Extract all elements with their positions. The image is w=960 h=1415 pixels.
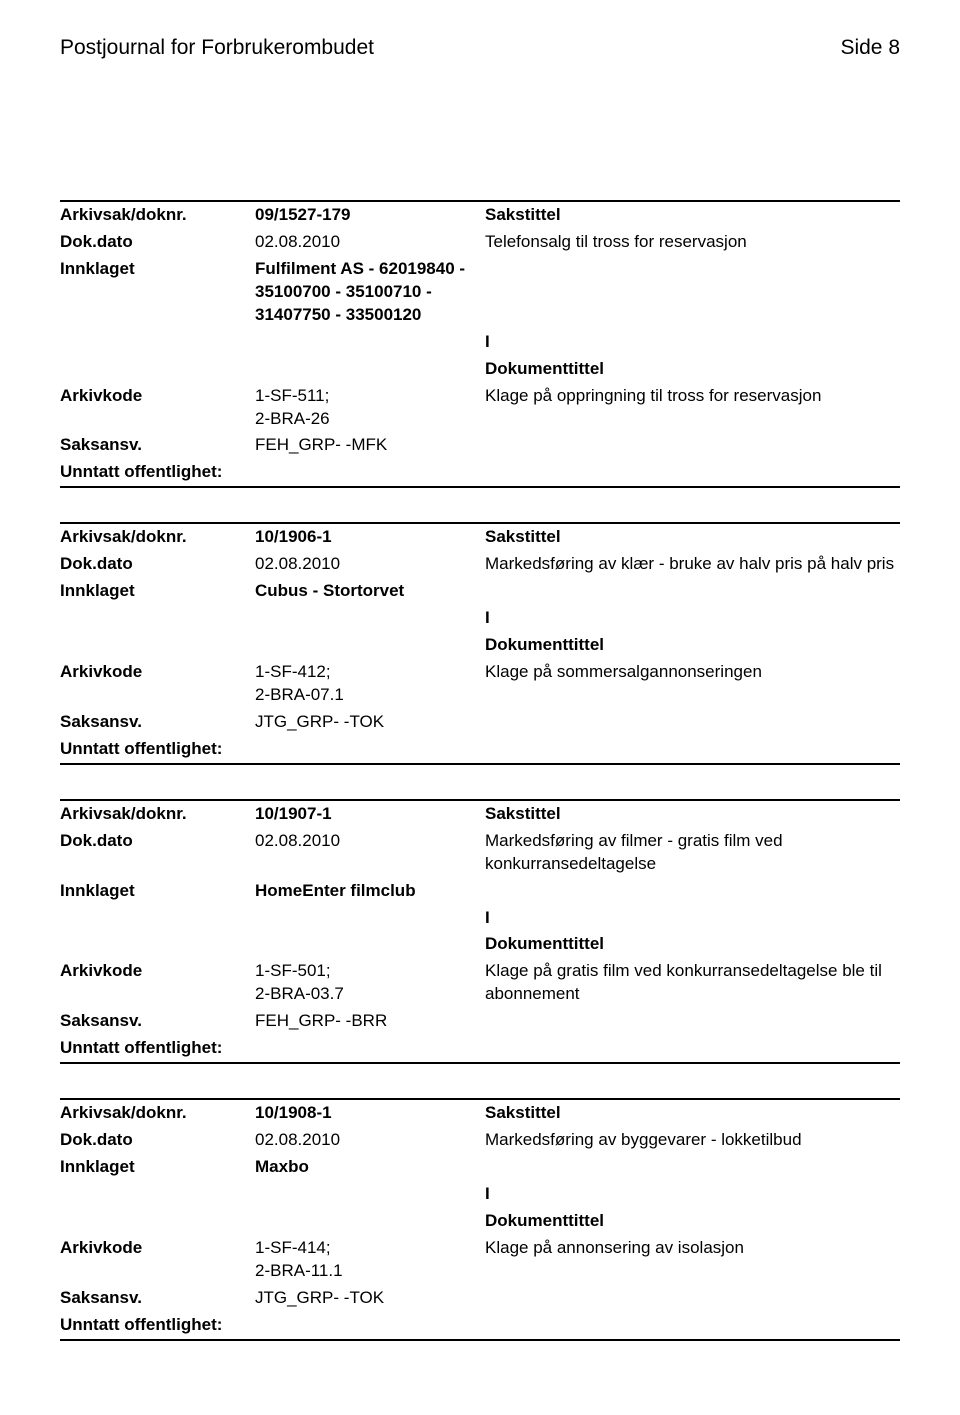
label-arkivsak: Arkivsak/doknr. [60,803,255,826]
value-saksansv: JTG_GRP- -TOK [255,1287,485,1310]
label-arkivkode: Arkivkode [60,385,255,408]
value-innklaget: HomeEnter filmclub [255,880,485,903]
label-dokdato: Dok.dato [60,231,255,254]
value-saksansv: JTG_GRP- -TOK [255,711,485,734]
label-sakstittel: Sakstittel [485,1102,900,1125]
value-dokdato: 02.08.2010 [255,1129,485,1152]
journal-entry: Arkivsak/doknr.10/1906-1Sakstittel Dok.da… [60,522,900,764]
label-sakstittel: Sakstittel [485,204,900,227]
label-arkivsak: Arkivsak/doknr. [60,526,255,549]
label-dokdato: Dok.dato [60,830,255,853]
label-arkivkode: Arkivkode [60,1237,255,1260]
value-arkivsak: 10/1908-1 [255,1102,485,1125]
value-arkivkode: 1-SF-501; 2-BRA-03.7 [255,960,485,1006]
value-sakstittel: Markedsføring av filmer - gratis film ve… [485,830,900,876]
label-unntatt: Unntatt offentlighet: [60,1314,222,1337]
value-doktype: I [60,329,900,356]
label-saksansv: Saksansv. [60,434,255,457]
label-innklaget: Innklaget [60,1156,255,1179]
journal-entry: Arkivsak/doknr.10/1907-1Sakstittel Dok.da… [60,799,900,1064]
value-sakstittel: Markedsføring av klær - bruke av halv pr… [485,553,900,576]
value-saksansv: FEH_GRP- -MFK [255,434,485,457]
label-dokumenttittel: Dokumenttittel [60,632,900,659]
label-innklaget: Innklaget [60,580,255,603]
label-dokumenttittel: Dokumenttittel [60,356,900,383]
label-dokdato: Dok.dato [60,553,255,576]
label-saksansv: Saksansv. [60,711,255,734]
entries-container: Arkivsak/doknr.09/1527-179SakstittelDok.… [60,200,900,1341]
value-dokumenttittel: Klage på oppringning til tross for reser… [485,385,900,408]
value-doktype: I [60,605,900,632]
value-arkivsak: 10/1906-1 [255,526,485,549]
value-dokdato: 02.08.2010 [255,553,485,576]
value-dokumenttittel: Klage på annonsering av isolasjon [485,1237,900,1260]
label-saksansv: Saksansv. [60,1287,255,1310]
value-arkivsak: 10/1907-1 [255,803,485,826]
value-dokdato: 02.08.2010 [255,830,485,853]
label-unntatt: Unntatt offentlighet: [60,738,222,761]
value-doktype: I [60,1181,900,1208]
value-saksansv: FEH_GRP- -BRR [255,1010,485,1033]
label-dokdato: Dok.dato [60,1129,255,1152]
value-dokdato: 02.08.2010 [255,231,485,254]
label-innklaget: Innklaget [60,258,255,281]
value-arkivkode: 1-SF-511; 2-BRA-26 [255,385,485,431]
value-innklaget: Fulfilment AS - 62019840 - 35100700 - 35… [255,258,485,327]
value-arkivsak: 09/1527-179 [255,204,485,227]
value-doktype: I [60,905,900,932]
page-number: Side 8 [840,36,900,60]
label-dokumenttittel: Dokumenttittel [60,931,900,958]
label-unntatt: Unntatt offentlighet: [60,1037,222,1060]
value-arkivkode: 1-SF-412; 2-BRA-07.1 [255,661,485,707]
journal-entry: Arkivsak/doknr.10/1908-1Sakstittel Dok.da… [60,1098,900,1340]
value-sakstittel: Markedsføring av byggevarer - lokketilbu… [485,1129,900,1152]
label-arkivkode: Arkivkode [60,960,255,983]
page: Postjournal for Forbrukerombudet Side 8 … [0,0,960,1415]
value-innklaget: Maxbo [255,1156,485,1179]
label-arkivkode: Arkivkode [60,661,255,684]
label-sakstittel: Sakstittel [485,526,900,549]
journal-title: Postjournal for Forbrukerombudet [60,36,374,60]
value-dokumenttittel: Klage på sommersalgannonseringen [485,661,900,684]
label-arkivsak: Arkivsak/doknr. [60,204,255,227]
label-dokumenttittel: Dokumenttittel [60,1208,900,1235]
label-innklaget: Innklaget [60,880,255,903]
header-row: Postjournal for Forbrukerombudet Side 8 [60,36,900,60]
label-saksansv: Saksansv. [60,1010,255,1033]
journal-entry: Arkivsak/doknr.09/1527-179Sakstittel Dok.… [60,200,900,488]
label-arkivsak: Arkivsak/doknr. [60,1102,255,1125]
value-dokumenttittel: Klage på gratis film ved konkurransedelt… [485,960,900,1006]
value-sakstittel: Telefonsalg til tross for reservasjon [485,231,900,254]
label-sakstittel: Sakstittel [485,803,900,826]
value-innklaget: Cubus - Stortorvet [255,580,485,603]
label-unntatt: Unntatt offentlighet: [60,461,222,484]
value-arkivkode: 1-SF-414; 2-BRA-11.1 [255,1237,485,1283]
